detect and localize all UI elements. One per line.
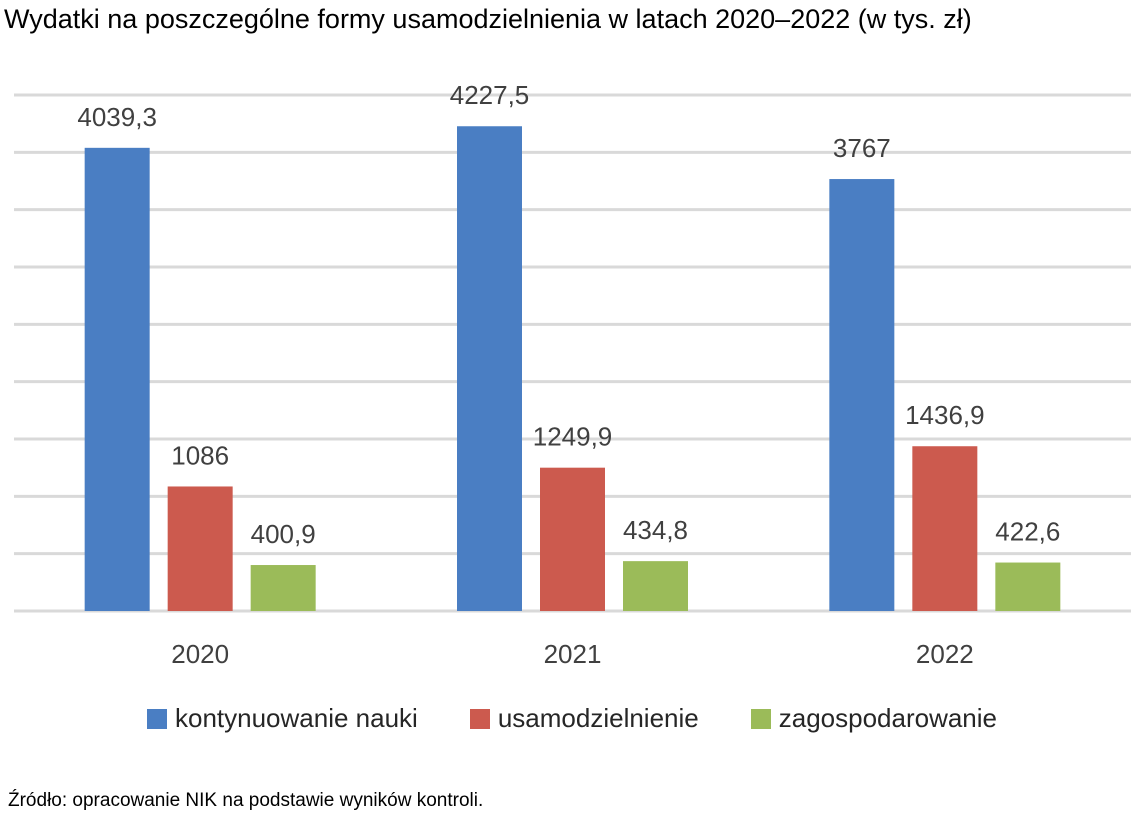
- data-label: 434,8: [623, 515, 688, 545]
- legend-label: usamodzielnienie: [497, 703, 699, 733]
- legend: kontynuowanie nauki usamodzielnienie zagos…: [0, 703, 1144, 734]
- legend-item: usamodzielnienie: [469, 703, 699, 734]
- x-tick-labels: 2020 2021 2022: [171, 639, 974, 669]
- legend-swatch: [469, 708, 490, 729]
- source-note: Źródło: opracowanie NIK na podstawie wyn…: [8, 790, 484, 811]
- legend-swatch: [146, 708, 167, 729]
- bar-kontynuowanie-nauki-2020: [84, 147, 150, 611]
- x-tick-label: 2020: [171, 639, 229, 669]
- x-tick-label: 2021: [544, 639, 602, 669]
- chart-title: Wydatki na poszczególne formy usamodziel…: [4, 4, 972, 34]
- legend-label: zagospodarowanie: [778, 703, 998, 733]
- bar-zagospodarowanie-2022: [995, 562, 1061, 611]
- bar-zagospodarowanie-2021: [623, 561, 688, 611]
- bar-usamodzielnienie-2021: [540, 467, 605, 611]
- legend-item: kontynuowanie nauki: [146, 703, 418, 734]
- data-label: 1436,9: [905, 400, 985, 430]
- data-label: 4227,5: [450, 80, 530, 110]
- bars: [84, 126, 1061, 611]
- bar-kontynuowanie-nauki-2022: [829, 179, 895, 611]
- data-label: 400,9: [251, 519, 316, 549]
- legend-label: kontynuowanie nauki: [174, 703, 418, 733]
- data-label: 4039,3: [77, 102, 157, 132]
- data-label: 1249,9: [533, 422, 613, 452]
- data-labels: 4039,3 1086 400,9 4227,5 1249,9 434,8 3767 1436…: [77, 80, 1060, 549]
- bar-chart: 4039,3 1086 400,9 4227,5 1249,9 434,8 3767 1436…: [14, 80, 1131, 669]
- bar-zagospodarowanie-2020: [250, 565, 316, 611]
- data-label: 422,6: [995, 517, 1060, 547]
- bar-usamodzielnienie-2020: [167, 486, 233, 611]
- data-label: 1086: [171, 440, 229, 470]
- data-label: 3767: [833, 133, 891, 163]
- bar-usamodzielnienie-2022: [912, 446, 978, 611]
- legend-swatch: [750, 708, 771, 729]
- bar-kontynuowanie-nauki-2021: [457, 126, 522, 611]
- x-tick-label: 2022: [916, 639, 974, 669]
- legend-item: zagospodarowanie: [750, 703, 998, 734]
